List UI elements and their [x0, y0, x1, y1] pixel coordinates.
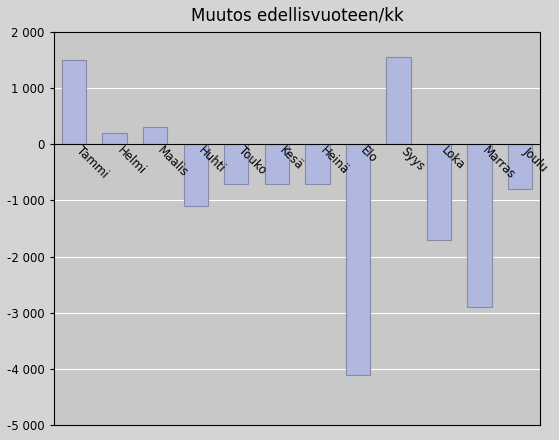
Text: Heinä: Heinä	[318, 144, 350, 178]
Text: Syys: Syys	[399, 144, 427, 173]
Text: Tammi: Tammi	[74, 144, 111, 181]
Bar	[143, 128, 167, 144]
Text: Maalis: Maalis	[155, 144, 191, 180]
Bar	[427, 144, 451, 240]
Text: Loka: Loka	[439, 144, 467, 173]
Bar	[62, 60, 86, 144]
Bar	[102, 133, 127, 144]
Text: Helmi: Helmi	[115, 144, 148, 178]
Title: Muutos edellisvuoteen/kk: Muutos edellisvuoteen/kk	[191, 7, 404, 25]
Text: Touko: Touko	[236, 144, 269, 177]
Bar	[264, 144, 289, 183]
Text: Huhti: Huhti	[196, 144, 228, 176]
Text: Joulu: Joulu	[520, 144, 550, 174]
Bar	[305, 144, 330, 183]
Bar	[346, 144, 370, 374]
Bar	[183, 144, 208, 206]
Bar	[386, 57, 411, 144]
Bar	[224, 144, 248, 183]
Text: Kesä: Kesä	[277, 144, 306, 173]
Bar	[508, 144, 532, 189]
Bar	[467, 144, 492, 307]
Text: Elo: Elo	[358, 144, 380, 166]
Text: Marras: Marras	[480, 144, 518, 182]
